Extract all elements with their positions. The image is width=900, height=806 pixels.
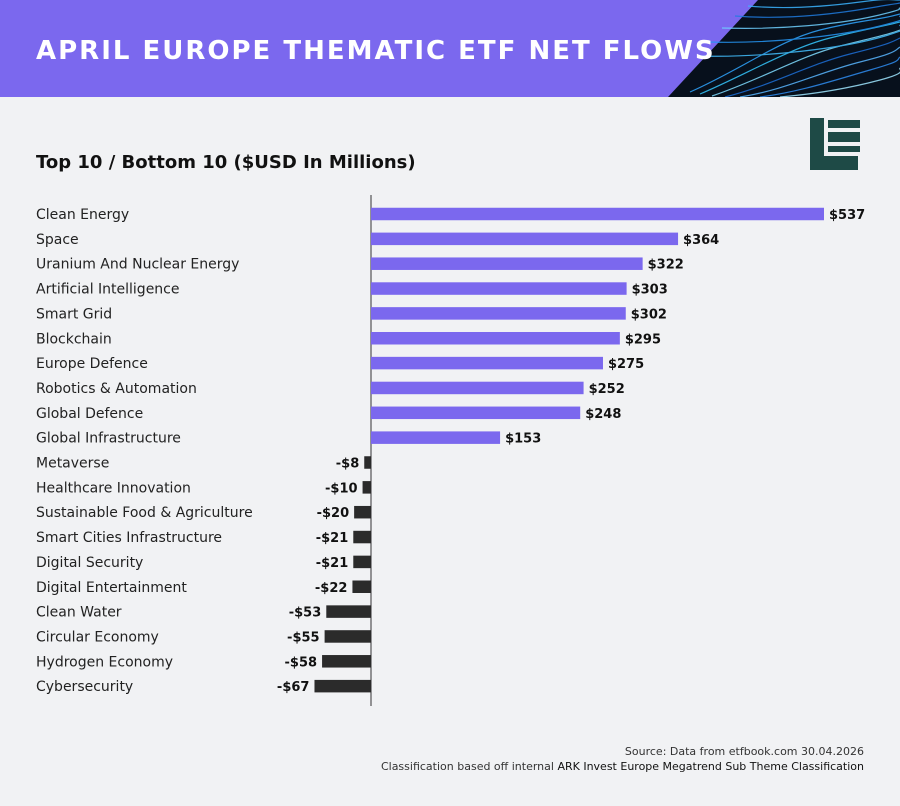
bar	[353, 555, 371, 569]
data-label: $252	[589, 382, 625, 397]
data-label: -$21	[316, 556, 349, 571]
data-label: -$53	[289, 606, 322, 621]
source-note: Source: Data from etfbook.com 30.04.2026…	[381, 744, 864, 774]
bar	[322, 655, 371, 668]
abstract-waves-graphic	[668, 0, 900, 97]
classification-line: Classification based off internal ARK In…	[381, 759, 864, 774]
category-label: Clean Energy	[36, 207, 129, 223]
category-label: Global Infrastructure	[36, 431, 181, 447]
data-label: -$8	[336, 457, 360, 472]
data-label: $295	[625, 332, 661, 347]
bar	[364, 456, 371, 469]
category-label: Circular Economy	[36, 629, 159, 645]
classification-name: ARK Invest Europe Megatrend Sub Theme Cl…	[557, 760, 864, 773]
bar	[371, 431, 501, 444]
category-label: Digital Security	[36, 555, 143, 571]
category-label: Space	[36, 232, 79, 248]
category-label: Healthcare Innovation	[36, 480, 191, 496]
data-label: $364	[683, 233, 719, 248]
data-label: -$21	[316, 531, 349, 546]
category-label: Cybersecurity	[36, 679, 133, 695]
bar	[353, 530, 371, 544]
bar	[371, 307, 626, 320]
bar	[371, 257, 643, 270]
etfbook-e-logo-icon	[810, 118, 860, 170]
bar	[371, 356, 603, 370]
classification-prefix: Classification based off internal	[380, 760, 558, 773]
header-banner: APRIL EUROPE THEMATIC ETF NET FLOWS	[0, 0, 900, 97]
bar	[371, 207, 824, 221]
bar	[354, 505, 371, 519]
data-label: $303	[632, 283, 668, 298]
data-label: $275	[608, 357, 644, 372]
data-label: $322	[648, 258, 684, 273]
data-label: -$67	[277, 680, 310, 695]
category-label: Robotics & Automation	[36, 381, 197, 397]
data-label: -$58	[285, 655, 318, 670]
source-line: Source: Data from etfbook.com 30.04.2026	[624, 745, 864, 758]
data-label: $248	[585, 407, 621, 422]
data-label: -$22	[315, 581, 348, 596]
data-label: -$55	[287, 630, 320, 645]
category-label: Smart Grid	[36, 306, 112, 322]
bar	[324, 630, 371, 643]
category-label: Global Defence	[36, 406, 143, 422]
bar	[371, 406, 581, 420]
data-label: $302	[631, 307, 667, 322]
bar	[371, 232, 679, 246]
category-label: Smart Cities Infrastructure	[36, 530, 222, 546]
category-label: Sustainable Food & Agriculture	[36, 505, 253, 521]
bar	[371, 332, 620, 345]
data-label: -$10	[325, 481, 358, 496]
data-label: $153	[505, 432, 541, 447]
data-label: -$20	[317, 506, 350, 521]
category-label: Artificial Intelligence	[36, 282, 180, 298]
category-label: Uranium And Nuclear Energy	[36, 257, 239, 273]
data-label: $537	[829, 208, 865, 223]
bar	[314, 679, 371, 693]
category-label: Clean Water	[36, 605, 122, 621]
category-label: Europe Defence	[36, 356, 148, 372]
bar	[352, 580, 371, 593]
bar	[326, 605, 371, 618]
category-label: Hydrogen Economy	[36, 654, 173, 670]
bar	[371, 282, 627, 295]
chart-title: Top 10 / Bottom 10 ($USD In Millions)	[36, 152, 416, 173]
bar	[371, 381, 584, 395]
category-label: Blockchain	[36, 331, 112, 347]
category-label: Digital Entertainment	[36, 580, 187, 596]
category-label: Metaverse	[36, 456, 109, 472]
bar	[362, 481, 371, 494]
page-title: APRIL EUROPE THEMATIC ETF NET FLOWS	[36, 36, 716, 66]
